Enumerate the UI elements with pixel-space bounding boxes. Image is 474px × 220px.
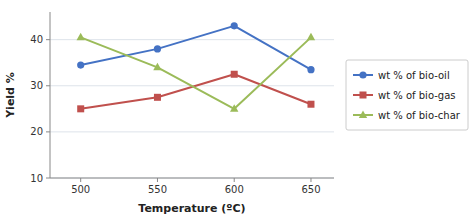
y-tick [46,85,50,86]
legend-label: wt % of bio-char [378,110,461,121]
legend-box [346,60,468,130]
legend-label: wt % of bio-gas [378,90,456,101]
point [77,33,85,41]
x-tick [80,178,81,182]
x-tick [310,178,311,182]
legend-label: wt % of bio-oil [378,70,450,81]
grid [50,40,334,178]
legend-marker [360,92,367,99]
series-line [81,26,311,70]
y-tick-label: 40 [30,34,43,45]
point [307,66,314,73]
point [77,61,84,68]
point [154,94,161,101]
y-tick [46,178,50,179]
grid-line [50,178,334,179]
point [230,104,238,112]
plot-area [77,22,316,112]
legend: wt % of bio-oil wt % of bio-gas wt % of bi… [346,60,468,130]
y-tick-label: 10 [30,173,43,184]
point [231,22,238,29]
x-tick-label: 650 [301,184,320,195]
legend-marker [359,111,367,119]
y-tick-label: 30 [30,80,43,91]
y-axis-line [50,12,51,178]
point [153,63,161,71]
point [307,33,315,41]
x-tick [157,178,158,182]
series-line [81,74,311,109]
y-axis-label: Yield % [4,72,17,119]
y-tick [46,131,50,132]
x-tick-label: 500 [71,184,90,195]
chart: 500 550 600 650 10 20 30 40 Temperature (ºC) Yiel… [0,0,474,220]
y-tick [46,39,50,40]
x-axis-line [50,178,334,179]
y-tick-label: 20 [30,126,43,137]
point [154,45,161,52]
x-tick-label: 600 [225,184,244,195]
axes: 500 550 600 650 10 20 30 40 [30,12,334,195]
grid-line [50,131,334,132]
x-axis-label: Temperature (ºC) [138,202,245,215]
point [77,105,84,112]
x-tick [234,178,235,182]
legend-marker [359,71,366,78]
x-tick-label: 550 [148,184,167,195]
point [307,101,314,108]
point [231,71,238,78]
series-line [81,37,311,108]
